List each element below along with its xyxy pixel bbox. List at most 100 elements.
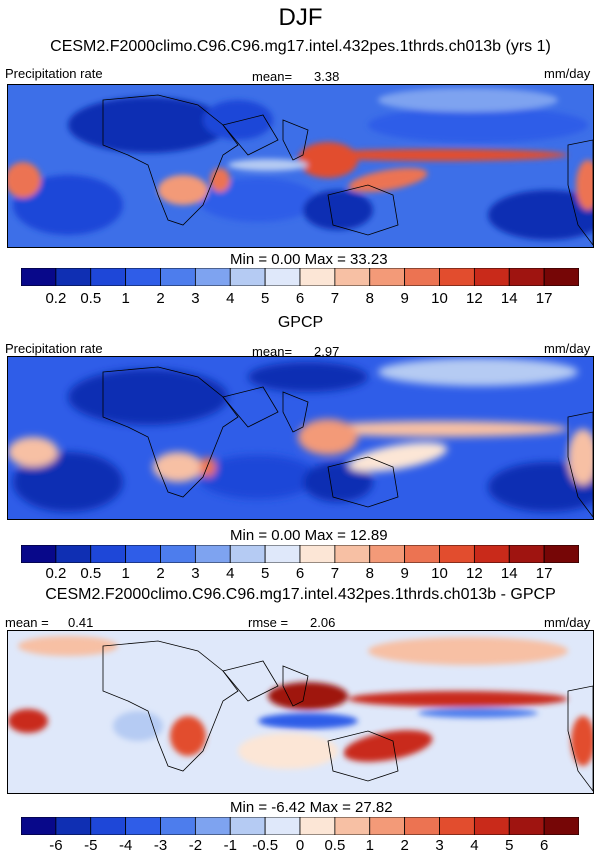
colorbar-tick-label: -2 (188, 837, 203, 854)
panel2-mean-label: mean= (252, 344, 293, 359)
colorbar-swatch (264, 545, 301, 563)
colorbar-tick-label: 5 (260, 290, 270, 307)
panel3-minmax: Min = -6.42 Max = 27.82 (230, 799, 393, 816)
colorbar-swatch (55, 817, 92, 835)
panel2-map (7, 356, 594, 520)
panel1-maritime-continent (298, 142, 358, 178)
colorbar-swatch (369, 268, 406, 286)
colorbar-swatch (334, 268, 371, 286)
colorbar-swatch (194, 817, 231, 835)
panel3-west-atlantic-positive (8, 709, 48, 733)
panel3-west-pacific-positive (268, 682, 348, 710)
colorbar-tick-label: 0.5 (324, 837, 346, 854)
panel1-arabia-dry (203, 100, 273, 140)
panel2-units: mm/day (544, 341, 591, 356)
panel2-spcz (348, 442, 448, 472)
colorbar-swatch (160, 268, 196, 286)
colorbar-tick-label: -1 (223, 837, 237, 854)
colorbar-tick-label: 6 (539, 837, 549, 854)
colorbar-swatch (334, 817, 371, 835)
panel2-colorbar (21, 545, 579, 563)
panel2-variable-label: Precipitation rate (5, 341, 103, 356)
panel3-title: CESM2.F2000climo.C96.C96.mg17.intel.432p… (45, 586, 556, 603)
colorbar-tick-label: 6 (295, 565, 305, 582)
colorbar-tick-label: 10 (431, 565, 448, 582)
colorbar-tick-label: 1 (121, 290, 130, 307)
colorbar-swatch (264, 268, 301, 286)
colorbar-tick-label: 7 (330, 290, 340, 307)
colorbar-tick-label: -0.5 (252, 837, 279, 854)
colorbar-tick-label: 9 (400, 290, 409, 307)
panel3-mean-value: 0.41 (68, 615, 94, 630)
panel2-africa-wet (153, 452, 203, 482)
colorbar-tick-label: 0.5 (80, 290, 102, 307)
panel1-africa-coast (102, 94, 239, 226)
panel2-africa-coast (102, 366, 239, 498)
colorbar-swatch (543, 545, 579, 563)
colorbar-tick-label: 12 (466, 565, 483, 582)
panel1-arabia-coast (222, 114, 279, 156)
colorbar-swatch (508, 268, 545, 286)
colorbar-swatch (473, 268, 510, 286)
colorbar-swatch (508, 817, 545, 835)
colorbar-tick-label: 12 (466, 290, 483, 307)
colorbar-tick-label: 0 (295, 837, 305, 854)
colorbar-swatch (125, 268, 161, 286)
panel2-mean-value: 2.97 (314, 344, 340, 359)
panel1-west-atlantic-wet (8, 162, 41, 198)
colorbar-swatch (439, 817, 475, 835)
colorbar-tick-label: 2 (156, 565, 165, 582)
colorbar-swatch (90, 545, 127, 563)
panel3-colorbar-ticks: -6 -5 -4 -3 -2 -1 -0.5 0 0.5 1 2 3 4 5 6 (21, 837, 579, 855)
panel3-equatorial-pacific-negative (418, 708, 538, 718)
colorbar-swatch (473, 817, 510, 835)
colorbar-tick-label: -5 (84, 837, 98, 854)
colorbar-swatch (55, 268, 92, 286)
panel1-colorbar (21, 268, 579, 286)
colorbar-swatch (334, 545, 371, 563)
panel1-sahara-dry (68, 97, 228, 153)
panel3-amazon-positive (571, 716, 593, 766)
colorbar-tick-label: -3 (153, 837, 168, 854)
panel2-south-atlantic-dry (13, 452, 123, 512)
panel2-colorbar-ticks: 0.2 0.5 1 2 3 4 5 6 7 8 9 10 12 14 17 (21, 565, 579, 583)
panel1-africa-wet (158, 175, 208, 205)
panel2-south-indian-dry (198, 455, 318, 499)
colorbar-swatch (125, 545, 161, 563)
panel2-maritime-continent (298, 419, 358, 455)
panel3-arabia-coast (222, 660, 279, 702)
colorbar-swatch (194, 545, 231, 563)
panel2-west-atlantic-wet (8, 437, 58, 467)
panel2-southeast-pacific-dry (488, 462, 593, 512)
panel3-units: mm/day (544, 615, 591, 630)
panel1-south-indian-dry (198, 178, 318, 222)
panel1-spcz (348, 167, 428, 193)
panel3-mean-label: mean = (5, 615, 49, 630)
colorbar-tick-label: 1 (121, 565, 130, 582)
panel1-south-america-wet (576, 160, 593, 210)
panel3-south-america-coast (567, 685, 593, 792)
colorbar-swatch (543, 817, 579, 835)
figure-title: DJF (278, 4, 323, 31)
panel1-units: mm/day (544, 66, 591, 81)
colorbar-swatch (543, 268, 579, 286)
colorbar-tick-label: -6 (49, 837, 63, 854)
panel2-australia-coast (327, 456, 399, 508)
colorbar-tick-label: 3 (191, 565, 200, 582)
colorbar-swatch (21, 268, 57, 286)
colorbar-swatch (299, 817, 336, 835)
colorbar-swatch (369, 545, 406, 563)
colorbar-swatch (90, 268, 127, 286)
panel1-itcz-band (308, 149, 568, 161)
colorbar-tick-label: 14 (500, 565, 518, 582)
colorbar-swatch (160, 545, 196, 563)
colorbar-tick-label: 0.2 (45, 565, 67, 582)
panel2-madagascar-wet (200, 457, 216, 477)
panel1-south-atlantic-dry (13, 175, 123, 235)
panel2-minmax: Min = 0.00 Max = 12.89 (230, 527, 388, 544)
panel2-pacific-north-dry (248, 362, 368, 392)
panel3-north-pacific-positive (368, 637, 568, 665)
panel2-title: GPCP (277, 314, 324, 331)
colorbar-tick-label: 2 (400, 837, 409, 854)
colorbar-swatch (404, 545, 440, 563)
